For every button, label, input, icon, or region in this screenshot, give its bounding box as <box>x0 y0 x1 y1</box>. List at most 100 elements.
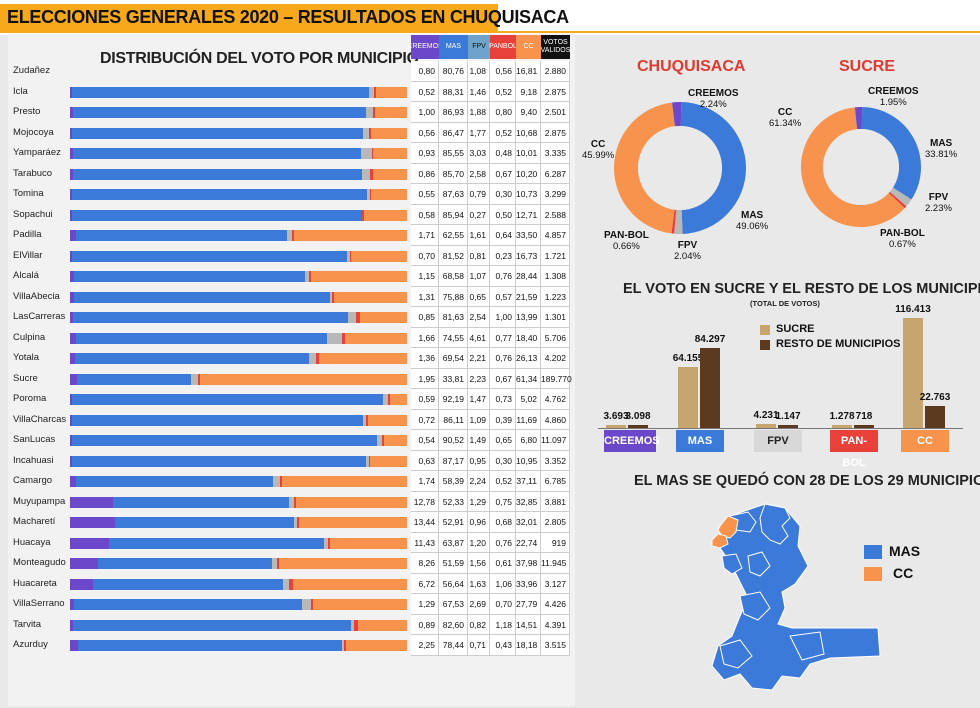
table-cell: 0,59 <box>411 389 439 410</box>
table-cell: 0,65 <box>490 430 516 451</box>
municipality-bar <box>70 250 407 262</box>
party-label-fpv: FPV <box>754 430 802 452</box>
bar-segment-creemos <box>70 496 114 508</box>
table-cell: 0,39 <box>490 409 516 430</box>
bar-segment-mas <box>71 127 364 139</box>
bar-segment-creemos <box>70 107 74 118</box>
bar-value-label: 84.297 <box>694 334 726 346</box>
slice-panbol <box>888 191 907 209</box>
table-cell: 1,07 <box>468 266 490 287</box>
table-cell: 0,56 <box>411 122 439 143</box>
bar-segment-cc <box>281 476 407 487</box>
header-divider <box>0 31 980 33</box>
municipality-bar <box>70 455 407 467</box>
table-cell: 0,70 <box>490 594 516 615</box>
table-cell: 33,50 <box>516 225 541 246</box>
bar-segment-creemos <box>70 230 76 241</box>
map-legend-mas-swatch <box>864 545 882 559</box>
donut-hole <box>638 126 722 210</box>
table-cell: 3.127 <box>541 573 570 594</box>
bar-segment-cc <box>376 86 407 98</box>
table-cell: 2,23 <box>468 368 490 389</box>
bar-segment-mas <box>73 148 362 159</box>
table-cell: 9,18 <box>516 81 541 102</box>
bar-segment-panbol <box>362 209 365 221</box>
bar-resto-mas <box>700 348 720 428</box>
table-cell: 12,71 <box>516 204 541 225</box>
table-cell: 2,69 <box>468 594 490 615</box>
municipality-bar <box>70 332 407 344</box>
table-cell: 16,73 <box>516 245 541 266</box>
table-cell: 12,78 <box>411 491 439 512</box>
municipality-name: Muyupampa <box>13 495 66 507</box>
table-cell: 10,73 <box>516 184 541 205</box>
bar-value-label: 4.231 <box>753 410 779 421</box>
bar-segment-cc <box>367 414 407 426</box>
table-cell: 3.515 <box>541 635 570 656</box>
table-cell: 86,93 <box>439 102 468 123</box>
bar-segment-mas <box>71 189 368 200</box>
bar-sucre-mas <box>678 367 698 428</box>
table-cell: 87,63 <box>439 184 468 205</box>
municipality-name: Huacaya <box>13 536 51 548</box>
table-cell: 2.880 <box>541 61 570 82</box>
bar-segment-creemos <box>70 476 76 487</box>
bar-segment-fpv <box>272 476 281 487</box>
municipality-bar <box>70 496 407 508</box>
table-cell: 3.881 <box>541 491 570 512</box>
municipality-name: Yotala <box>13 352 40 363</box>
municipality-bar <box>70 435 407 446</box>
chuq-label-panbol: PAN-BOL 0.66% <box>604 230 649 252</box>
bar-segment-fpv <box>323 537 328 549</box>
municipality-bar <box>70 558 407 569</box>
bar-segment-fpv <box>361 148 372 159</box>
bar-segment-panbol <box>374 86 377 98</box>
bar-segment-mas <box>72 619 352 631</box>
bar-segment-fpv <box>330 291 333 303</box>
table-cell: 33,96 <box>516 573 541 594</box>
municipality-bar <box>70 414 407 426</box>
municipality-bar <box>70 537 407 549</box>
municipality-bar <box>70 353 407 364</box>
table-cell: 0,81 <box>468 245 490 266</box>
bar-segment-mas <box>77 640 342 651</box>
table-cell: 3.352 <box>541 450 570 471</box>
bar-segment-panbol <box>344 640 346 651</box>
bar-segment-cc <box>384 435 407 446</box>
bar-sucre-fpv <box>756 424 776 428</box>
municipality-name: Tomina <box>13 188 44 199</box>
municipality-chart-title: DISTRIBUCIÓN DEL VOTO POR MUNICIPIO <box>100 50 419 67</box>
municipality-bar <box>70 312 407 323</box>
bar-segment-creemos <box>70 517 116 528</box>
bar-segment-creemos <box>70 640 78 651</box>
map-legend-cc-label: CC <box>893 565 914 581</box>
map-legend-mas-label: MAS <box>889 543 921 559</box>
bar-segment-mas <box>72 414 363 426</box>
slice-mas <box>680 102 747 234</box>
table-cell: 0,64 <box>490 225 516 246</box>
party-label-pan-bol: PAN-BOL <box>830 430 878 469</box>
bar-segment-fpv <box>347 312 357 323</box>
table-cell: 2,21 <box>468 348 490 369</box>
table-cell: 1,71 <box>411 225 439 246</box>
table-cell: 2.501 <box>541 102 570 123</box>
table-cell: 80,76 <box>439 61 468 82</box>
table-cell: 10,01 <box>516 143 541 164</box>
municipality-name: Azurduy <box>13 639 48 650</box>
table-cell: 8,26 <box>411 553 439 574</box>
table-cell: 1.301 <box>541 307 570 328</box>
bar-value-label: 1.147 <box>775 411 801 422</box>
municipality-name: Incahuasi <box>13 454 54 466</box>
bar-value-label: 718 <box>855 411 873 422</box>
table-cell: 58,39 <box>439 471 468 492</box>
bar-segment-mas <box>74 353 309 364</box>
table-cell: 56,64 <box>439 573 468 594</box>
bar-segment-panbol <box>291 230 295 241</box>
chuq-label-cc: CC 45.99% <box>582 139 615 161</box>
bar-segment-panbol <box>293 496 297 508</box>
table-cell: 10,95 <box>516 450 541 471</box>
bar-segment-panbol <box>332 291 335 303</box>
bar-value-label: 3.693 <box>603 410 629 422</box>
table-cell: 6.785 <box>541 471 570 492</box>
bar-segment-panbol <box>296 517 300 528</box>
